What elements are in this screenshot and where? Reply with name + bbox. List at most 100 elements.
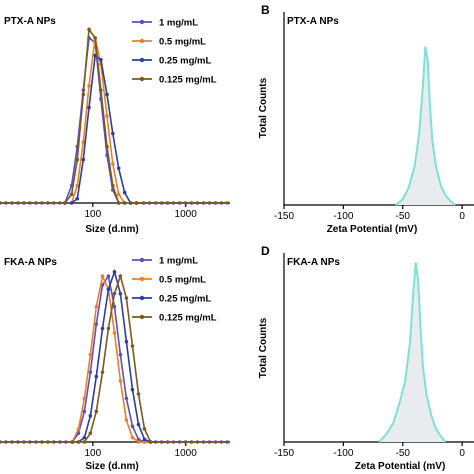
- panel-c-series-4-point: [94, 409, 99, 414]
- panel-a-x-label: Size (d.nm): [85, 224, 138, 235]
- panel-b-x-tick-label: -150: [274, 211, 294, 222]
- panel-a: PTX-A NPs Size (d.nm) 100 1000 1 mg/mL 0.5…: [0, 16, 230, 235]
- panel-c-series-3-point: [82, 435, 87, 440]
- panel-c-series-2-point: [112, 331, 117, 335]
- panel-c-series-2-point: [142, 440, 147, 444]
- panel-a-series-4-point: [122, 201, 127, 205]
- panel-c-series-1-point: [118, 352, 123, 357]
- panel-a-series-3-point: [81, 157, 86, 162]
- panel-d-ticks: -150 -100 -50 0: [274, 442, 465, 459]
- panel-c-series-3-point: [118, 291, 123, 296]
- legend-label: 0.25 mg/mL: [159, 56, 211, 67]
- panel-c-series-2-point: [118, 379, 123, 383]
- panel-b-x-label: Zeta Potential (mV): [327, 224, 418, 235]
- panel-c-series-2-point: [88, 352, 93, 357]
- legend-label: 0.125 mg/mL: [159, 313, 217, 324]
- panel-d-series-1-area: [379, 262, 446, 442]
- panel-c-series-4-point: [76, 440, 81, 444]
- panel-a-series-2-point: [110, 162, 115, 166]
- panel-d-title: FKA-A NPs: [287, 257, 340, 268]
- panel-a-series-4-point: [63, 201, 67, 205]
- panel-c-series-4-point: [118, 274, 123, 278]
- panel-a-series-4-point: [128, 201, 133, 205]
- panel-c-series-1-point: [130, 424, 135, 429]
- panel-b-y-label: Total Counts: [258, 77, 269, 138]
- panel-c-series-2-point: [136, 440, 141, 444]
- panel-c-series-3-point: [136, 422, 141, 427]
- panel-b-series-1-line: [394, 46, 456, 206]
- panel-b-letter: B: [261, 3, 270, 17]
- panel-c-series-2-point: [130, 435, 135, 440]
- panel-c-series-4: [0, 273, 230, 444]
- panel-c-x-tick-label: 100: [85, 448, 102, 459]
- panel-c-series-3-point: [112, 270, 117, 274]
- panel-d-series: [378, 262, 447, 443]
- panel-c-series-4-point: [82, 440, 87, 444]
- panel-a-series-4-point: [116, 201, 121, 205]
- panel-c-series-3-point: [124, 339, 129, 344]
- panel-a-series-4-point: [93, 36, 97, 40]
- legend-label: 0.25 mg/mL: [159, 294, 211, 305]
- panel-d-letter: D: [261, 244, 270, 258]
- legend-label: 0.5 mg/mL: [159, 37, 206, 48]
- legend-marker: [139, 295, 145, 301]
- panel-d: D FKA-A NPs Total Counts Zeta Potential …: [258, 244, 474, 472]
- legend-marker: [139, 57, 145, 63]
- panel-a-series-4-point: [75, 157, 80, 162]
- legend-marker: [139, 38, 145, 44]
- panel-a-series-3-point: [87, 105, 91, 110]
- panel-b-title: PTX-A NPs: [287, 16, 339, 27]
- panel-c-series-4-point: [100, 370, 105, 374]
- panel-c-series-4-point: [142, 427, 147, 431]
- panel-c-series-1-point: [94, 322, 99, 326]
- panel-c-series-4-point: [106, 326, 111, 331]
- panel-c-series-3-point: [130, 387, 135, 392]
- panel-a-title: PTX-A NPs: [4, 16, 56, 27]
- panel-a-series-3-point: [93, 53, 97, 58]
- panel-c-legend: 1 mg/mL 0.5 mg/mL 0.25 mg/mL 0.125 mg/mL: [132, 256, 217, 324]
- panel-c-series-3-point: [88, 414, 93, 418]
- panel-a-series-3-point: [99, 57, 103, 62]
- panel-c-series-3-point: [142, 437, 147, 442]
- panel-d-x-tick-label: -150: [274, 448, 294, 459]
- panel-c-series-1-point: [112, 304, 117, 309]
- panel-a-legend: 1 mg/mL 0.5 mg/mL 0.25 mg/mL 0.125 mg/mL: [132, 18, 217, 86]
- panel-a-series-4-point: [105, 144, 109, 149]
- panel-c: FKA-A NPs Size (d.nm) 100 1000 1 mg/mL 0.5…: [0, 256, 230, 472]
- panel-a-series-4-point: [134, 201, 139, 205]
- legend-marker: [139, 314, 145, 320]
- panel-a-series-4-point: [69, 192, 74, 197]
- panel-b-x-tick-label: 0: [459, 211, 465, 222]
- panel-c-series-4-point: [112, 291, 117, 296]
- panel-c-series: [0, 269, 230, 444]
- panel-a-series-3-point: [116, 166, 121, 171]
- panel-b-series: [394, 46, 456, 206]
- panel-a-series-2-point: [87, 83, 91, 88]
- panel-a-series-2-point: [105, 114, 109, 118]
- panel-c-x-tick-label: 1000: [175, 448, 198, 459]
- panel-c-series-1-point: [136, 437, 141, 442]
- panel-c-title: FKA-A NPs: [4, 257, 57, 268]
- panel-c-series-1-point: [106, 274, 111, 278]
- panel-c-series-1-point: [82, 409, 87, 414]
- panel-c-series-2-point: [82, 396, 87, 401]
- panel-d-x-label: Zeta Potential (mV): [355, 461, 446, 472]
- panel-c-series-4-point: [124, 296, 129, 300]
- panel-c-series-4-point: [148, 440, 153, 444]
- legend-marker: [139, 76, 145, 82]
- panel-a-series-3-point: [105, 92, 109, 97]
- panel-a-series-2-point: [75, 183, 80, 188]
- panel-c-series-4-point: [136, 392, 141, 396]
- panel-c-series-2-point: [76, 427, 81, 431]
- panel-d-x-tick-label: -100: [333, 448, 353, 459]
- panel-a-series-4-point: [110, 183, 115, 188]
- panel-a-x-tick-label: 1000: [175, 209, 198, 220]
- panel-a-series-4: [0, 27, 230, 205]
- panel-d-series-1-line: [378, 262, 447, 443]
- panel-a-series: [0, 27, 230, 205]
- panel-d-x-tick-label: -50: [396, 448, 411, 459]
- panel-a-series-3-point: [122, 190, 127, 195]
- panel-c-series-3-point: [106, 287, 111, 292]
- panel-c-series-2-point: [124, 418, 129, 422]
